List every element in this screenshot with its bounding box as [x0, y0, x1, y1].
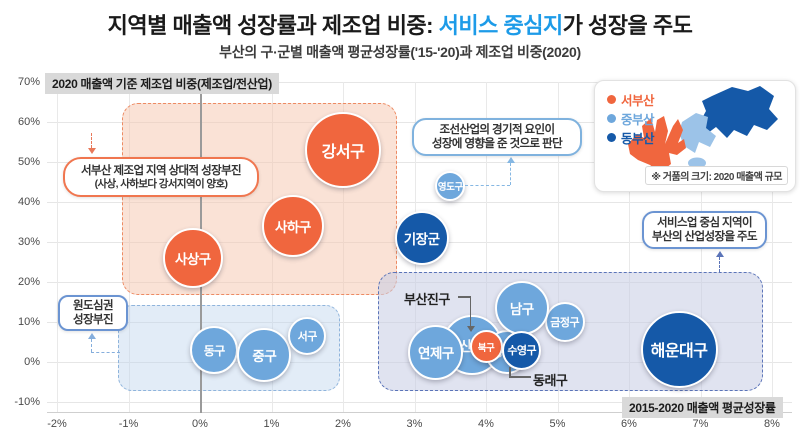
east-dot-icon [607, 133, 616, 142]
title-highlight: 서비스 중심지 [438, 13, 564, 38]
x-tick-label: 8% [764, 418, 780, 430]
callout-ship-line1: 조선산업의 경기적 요인이 [439, 124, 556, 136]
map-central-busan [679, 113, 716, 153]
bubble-해운대구: 해운대구 [640, 310, 718, 388]
x-tick-label: 1% [263, 418, 280, 430]
x-tick-label: 6% [621, 418, 637, 430]
busanjin-arrowhead [466, 326, 475, 332]
oldtown-connector-v [91, 339, 92, 352]
gridline-y-40 [47, 202, 792, 203]
bubble-기장군: 기장군 [394, 211, 449, 265]
callout-ship-line2: 성장에 영향을 준 것으로 판단 [431, 138, 563, 150]
bubble-사하구: 사하구 [261, 195, 324, 257]
callout-west-manufacturing: 서부산 제조업 지역 상대적 성장부진 (사상, 사하보다 강서지역이 양호) [63, 157, 259, 197]
bubble-동구: 동구 [190, 326, 239, 374]
map-east-busan [700, 86, 778, 138]
legend-item-east: 동부산 [607, 128, 655, 147]
callout-service-line1: 서비스업 중심 지역이 [656, 217, 753, 229]
bubble-서구: 서구 [288, 317, 327, 355]
y-tick-label: 30% [17, 236, 40, 248]
map-central-island [688, 157, 706, 169]
callout-old-downtown: 원도심권 성장부진 [58, 295, 128, 331]
gridline-x-4 [486, 82, 487, 412]
y-tick-label: 0% [24, 356, 40, 368]
x-tick-label: 4% [478, 418, 494, 430]
callout-west-line2: (사상, 사하보다 강서지역이 양호) [94, 177, 228, 190]
y-tick-label: 60% [17, 116, 40, 128]
y-tick-label: -10% [14, 396, 40, 408]
bubble-중구: 중구 [237, 327, 292, 382]
bubble-북구: 북구 [469, 330, 503, 364]
west-callout-arrow-line [91, 133, 92, 148]
gridline-y-70 [47, 82, 792, 83]
gridline-x-5 [557, 82, 559, 412]
x-axis-title: 2015-2020 매출액 평균성장률 [622, 397, 783, 418]
west-dot-icon [607, 95, 616, 104]
dongnae-connector-v [509, 367, 511, 377]
dongnae-label: 동래구 [533, 373, 568, 388]
bubble-영도구: 영도구 [435, 171, 466, 201]
gridline-x-6 [629, 82, 630, 412]
dongnae-connector-h [509, 376, 531, 378]
legend-item-west-label: 서부산 [621, 94, 655, 108]
y-tick-label: 10% [17, 316, 40, 328]
bubble-수영구: 수영구 [502, 330, 542, 370]
y-axis-title: 2020 매출액 기준 제조업 비중(제조업/전산업) [45, 73, 279, 94]
gridline-y--10 [47, 402, 792, 403]
x-tick-label: 7% [692, 418, 709, 430]
callout-west-line1: 서부산 제조업 지역 상대적 성장부진 [80, 164, 242, 177]
x-tick-label: -1% [118, 418, 139, 430]
y-tick-label: 40% [17, 196, 40, 208]
shipbuilding-arrowhead [506, 157, 515, 163]
legend-item-west: 서부산 [607, 90, 655, 109]
title-prefix: 지역별 매출액 성장률과 제조업 비중: [107, 13, 439, 38]
y-tick-label: 70% [17, 76, 40, 88]
chart-subtitle: 부산의 구·군별 매출액 평균성장률('15-'20)과 제조업 비중(2020… [219, 44, 581, 60]
gridline-x-8 [772, 82, 773, 412]
callout-service-line2: 부산의 산업성장을 주도 [652, 231, 758, 243]
x-tick-label: 5% [549, 418, 566, 430]
x-axis-line [47, 412, 792, 413]
legend-item-central-label: 중부산 [621, 113, 655, 127]
busanjin-label: 부산진구 [404, 292, 450, 307]
bubble-사상구: 사상구 [162, 228, 223, 288]
service-arrowhead [715, 251, 724, 257]
x-tick-label: -2% [47, 418, 67, 430]
page-title: 지역별 매출액 성장률과 제조업 비중: 서비스 중심지가 성장을 주도 [0, 8, 800, 40]
callout-oldtown-line2: 성장부진 [73, 314, 114, 326]
map-west-busan [628, 116, 686, 173]
y-tick-label: 20% [17, 276, 40, 288]
gridline-x--2 [57, 82, 58, 412]
y-tick-label: 50% [17, 156, 40, 168]
bubble-금정구: 금정구 [544, 302, 585, 342]
callout-shipbuilding: 조선산업의 경기적 요인이 성장에 영향을 준 것으로 판단 [412, 118, 582, 156]
x-tick-label: 3% [406, 418, 423, 430]
legend-item-east-label: 동부산 [621, 132, 655, 146]
gridline-y-50 [47, 162, 792, 163]
legend-item-central: 중부산 [607, 109, 655, 128]
bubble-남구: 남구 [494, 281, 549, 335]
west-callout-arrowhead [87, 148, 96, 154]
x-tick-label: 2% [335, 418, 351, 430]
bubble-강서구: 강서구 [305, 112, 381, 188]
oldtown-connector-h [91, 352, 120, 353]
bubble-연제구: 연제구 [408, 324, 464, 380]
title-suffix: 가 성장을 주도 [562, 13, 693, 38]
central-dot-icon [607, 114, 616, 123]
callout-service: 서비스업 중심 지역이 부산의 산업성장을 주도 [642, 211, 767, 249]
oldtown-arrowhead [87, 333, 96, 339]
busanjin-connector-v [469, 296, 471, 326]
busan-region-map [628, 86, 778, 173]
shipbuilding-connector-v [510, 163, 511, 185]
legend-box: 서부산 중부산 동부산 ※ 거품의 크기: 2020 매출액 규모 [594, 80, 796, 192]
bubble-size-note: ※ 거품의 크기: 2020 매출액 규모 [645, 166, 788, 185]
shipbuilding-connector-h [465, 185, 510, 186]
x-tick-label: 0% [192, 418, 208, 430]
callout-oldtown-line1: 원도심권 [73, 300, 114, 312]
service-callout-arrow-line [719, 257, 720, 272]
busanjin-connector-h [458, 296, 471, 298]
